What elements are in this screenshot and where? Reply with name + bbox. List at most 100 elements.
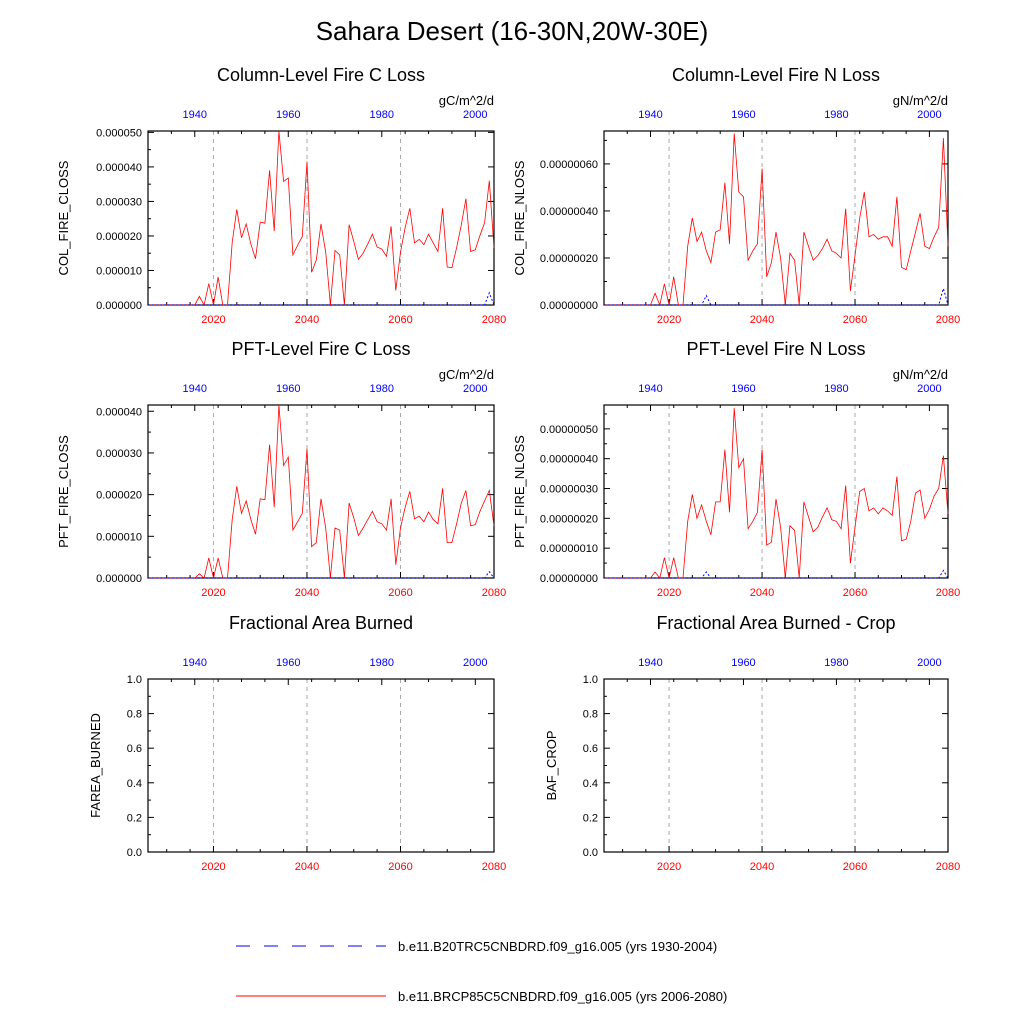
series-line-historical: [148, 570, 495, 579]
x-tick-label: 2060: [843, 861, 867, 873]
x-tick-label: 2080: [482, 861, 506, 873]
plot-frame: [603, 404, 949, 579]
plot-frame: [147, 130, 495, 306]
y-tick-label: 0.000020: [96, 490, 142, 502]
y-tick-label: 0.00000020: [540, 253, 598, 265]
x-tick-label: 2080: [936, 314, 960, 326]
x-tick-label: 2040: [750, 587, 774, 599]
y-tick-label: 0.00000030: [540, 484, 598, 496]
y-axis-label: PFT_FIRE_CLOSS: [56, 435, 71, 548]
y-tick-label: 0.00000000: [540, 573, 598, 585]
units-label: gC/m^2/d: [439, 367, 494, 382]
units-label: gN/m^2/d: [893, 367, 948, 382]
y-tick-label: 0.2: [583, 812, 598, 824]
x-tick-label: 2020: [657, 587, 681, 599]
x-top-tick-label: 2000: [917, 657, 941, 669]
x-top-tick-label: 1940: [638, 383, 662, 395]
plot-frame: [147, 678, 495, 853]
y-tick-label: 0.0: [127, 847, 142, 859]
x-top-tick-label: 1940: [638, 109, 662, 121]
x-top-tick-label: 1980: [824, 109, 848, 121]
y-tick-label: 0.8: [127, 709, 142, 721]
x-top-tick-label: 1980: [824, 383, 848, 395]
y-tick-label: 0.8: [583, 709, 598, 721]
x-top-tick-label: 1960: [276, 109, 300, 121]
x-tick-label: 2040: [295, 861, 319, 873]
y-tick-label: 0.00000000: [540, 300, 598, 312]
x-top-tick-label: 1940: [183, 109, 207, 121]
x-top-tick-label: 1960: [731, 383, 755, 395]
y-tick-label: 0.00000060: [540, 159, 598, 171]
x-top-tick-label: 1960: [731, 109, 755, 121]
y-tick-label: 0.000010: [96, 531, 142, 543]
y-tick-label: 0.000050: [96, 127, 142, 139]
series-line-historical: [604, 569, 949, 579]
series-line-future: [604, 133, 949, 307]
x-top-tick-label: 1960: [731, 657, 755, 669]
series-line-historical: [148, 291, 495, 306]
y-tick-label: 0.000040: [96, 406, 142, 418]
x-tick-label: 2020: [201, 861, 225, 873]
x-top-tick-label: 1940: [183, 657, 207, 669]
y-axis-label: BAF_CROP: [544, 730, 559, 800]
legend-label: b.e11.BRCP85C5CNBDRD.f09_g16.005 (yrs 20…: [398, 989, 727, 1004]
panel-title: Fractional Area Burned - Crop: [656, 613, 895, 633]
x-top-tick-label: 1980: [370, 383, 394, 395]
x-tick-label: 2060: [388, 587, 412, 599]
y-tick-label: 0.000000: [96, 300, 142, 312]
x-tick-label: 2080: [482, 587, 506, 599]
x-top-tick-label: 1940: [183, 383, 207, 395]
y-tick-label: 0.00000010: [540, 543, 598, 555]
y-tick-label: 0.000040: [96, 162, 142, 174]
plot-frame: [603, 130, 949, 306]
y-tick-label: 0.4: [127, 778, 142, 790]
panel-title: PFT-Level Fire C Loss: [231, 339, 410, 359]
y-axis-label: FAREA_BURNED: [88, 713, 103, 818]
x-tick-label: 2060: [843, 314, 867, 326]
y-axis-label: PFT_FIRE_NLOSS: [512, 435, 527, 548]
units-label: gC/m^2/d: [439, 93, 494, 108]
series-line-future: [604, 407, 949, 579]
panel-title: PFT-Level Fire N Loss: [686, 339, 865, 359]
x-tick-label: 2060: [388, 314, 412, 326]
x-tick-label: 2080: [936, 587, 960, 599]
x-tick-label: 2020: [201, 314, 225, 326]
x-top-tick-label: 2000: [917, 383, 941, 395]
series-line-future: [148, 404, 495, 579]
x-tick-label: 2060: [843, 587, 867, 599]
x-tick-label: 2040: [295, 587, 319, 599]
x-tick-label: 2060: [388, 861, 412, 873]
y-tick-label: 0.0: [583, 847, 598, 859]
x-top-tick-label: 1980: [370, 109, 394, 121]
x-tick-label: 2080: [482, 314, 506, 326]
series-line-future: [148, 130, 495, 307]
y-tick-label: 0.000000: [96, 573, 142, 585]
x-tick-label: 2040: [750, 314, 774, 326]
x-top-tick-label: 2000: [463, 657, 487, 669]
plot-frame: [603, 678, 949, 853]
y-tick-label: 1.0: [127, 674, 142, 686]
y-axis-label: COL_FIRE_CLOSS: [56, 160, 71, 275]
y-tick-label: 0.00000050: [540, 424, 598, 436]
y-tick-label: 0.000020: [96, 231, 142, 243]
x-tick-label: 2020: [657, 861, 681, 873]
x-tick-label: 2020: [657, 314, 681, 326]
y-tick-label: 0.00000020: [540, 513, 598, 525]
y-tick-label: 0.000030: [96, 448, 142, 460]
y-tick-label: 0.000030: [96, 196, 142, 208]
panel-title: Column-Level Fire C Loss: [217, 65, 425, 85]
y-tick-label: 0.2: [127, 812, 142, 824]
series-line-historical: [604, 286, 949, 306]
x-top-tick-label: 1960: [276, 657, 300, 669]
y-tick-label: 0.00000040: [540, 206, 598, 218]
x-tick-label: 2040: [295, 314, 319, 326]
panel-title: Fractional Area Burned: [229, 613, 413, 633]
y-tick-label: 1.0: [583, 674, 598, 686]
x-top-tick-label: 1960: [276, 383, 300, 395]
x-tick-label: 2040: [750, 861, 774, 873]
x-top-tick-label: 2000: [463, 383, 487, 395]
y-tick-label: 0.6: [583, 743, 598, 755]
x-tick-label: 2020: [201, 587, 225, 599]
x-top-tick-label: 1980: [824, 657, 848, 669]
